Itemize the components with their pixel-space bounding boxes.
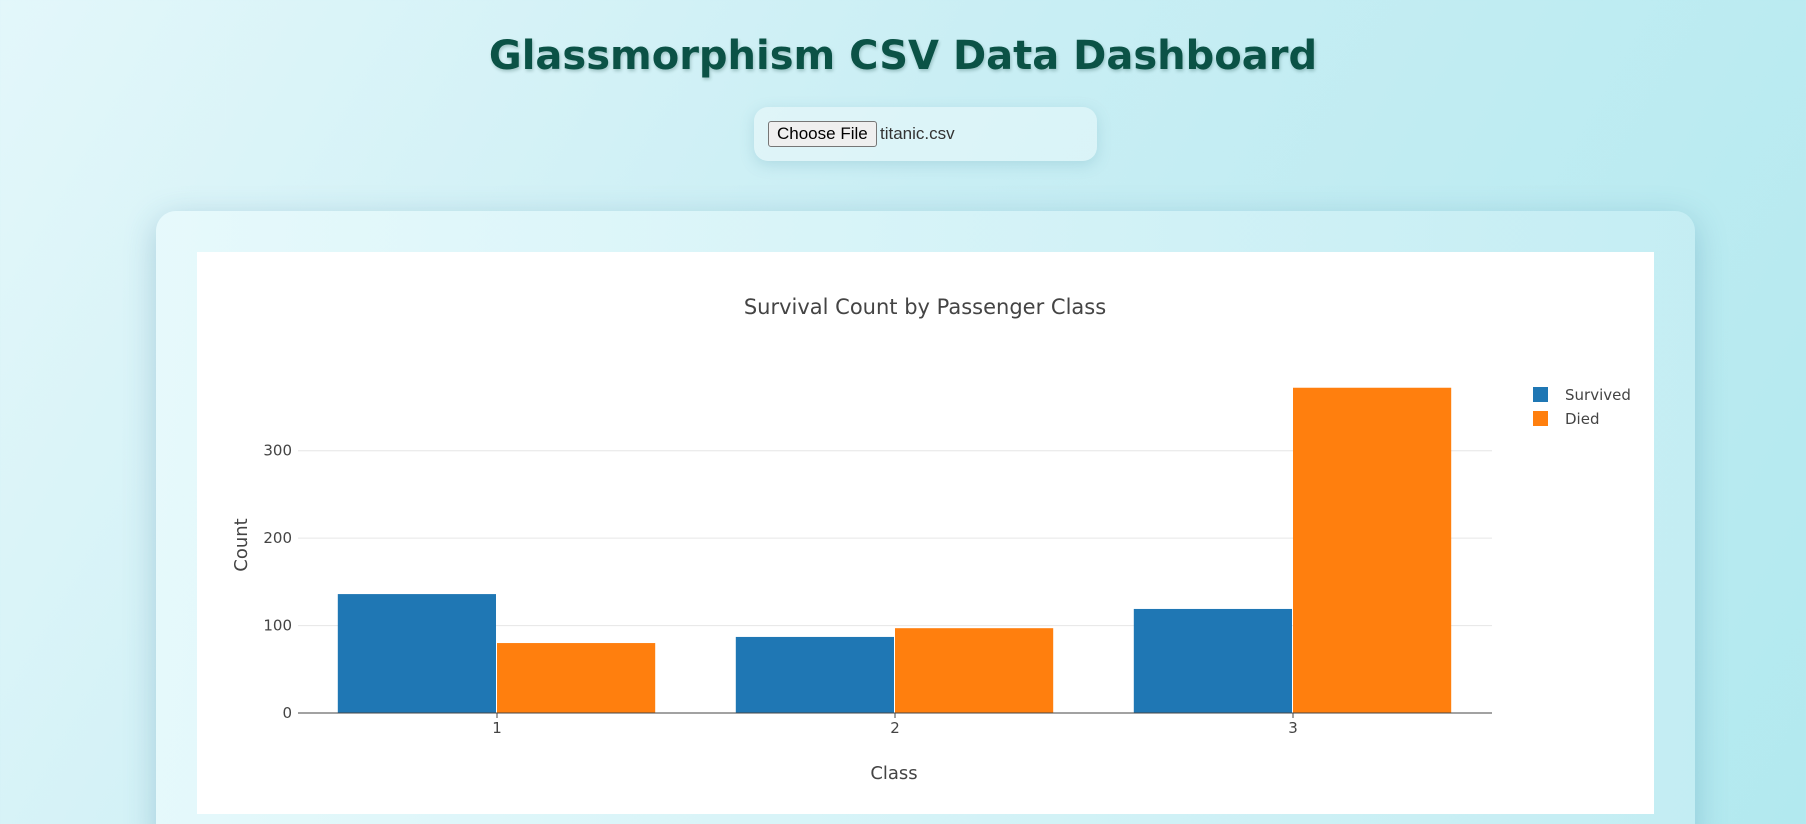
x-tick-label: 2 (890, 719, 900, 737)
y-tick-label: 300 (263, 442, 292, 460)
selected-file-name: titanic.csv (880, 124, 955, 143)
page-title: Glassmorphism CSV Data Dashboard (488, 33, 1318, 79)
bar-died-class-2[interactable] (895, 628, 1054, 713)
bar-survived-class-1[interactable] (337, 594, 496, 713)
bar-died-class-1[interactable] (497, 643, 656, 713)
y-tick-label: 200 (263, 529, 292, 547)
x-tick-labels: 1 2 3 (492, 713, 1298, 737)
bars (337, 387, 1452, 713)
chart-container: Survival Count by Passenger Class 0 100 20… (197, 252, 1654, 814)
bar-survived-class-3[interactable] (1133, 608, 1292, 713)
file-upload-panel: Choose File titanic.csv (754, 107, 1097, 161)
bar-died-class-3[interactable] (1293, 387, 1452, 713)
y-axis-title: Count (231, 518, 252, 571)
bar-survived-class-2[interactable] (735, 636, 894, 713)
x-axis-title: Class (870, 763, 917, 784)
chart-title: Survival Count by Passenger Class (744, 295, 1106, 319)
bar-chart: Survival Count by Passenger Class 010020… (231, 295, 1631, 784)
y-tick-label: 0 (282, 704, 292, 722)
legend-swatch-died[interactable] (1533, 411, 1548, 426)
legend-label-died[interactable]: Died (1565, 410, 1599, 428)
x-tick-label: 1 (492, 719, 502, 737)
y-tick-label: 100 (263, 617, 292, 635)
legend: Survived Died (1533, 386, 1631, 428)
y-tick-labels: 0 100 200 300 (263, 442, 292, 722)
choose-file-button[interactable]: Choose File (768, 121, 877, 147)
legend-label-survived[interactable]: Survived (1565, 386, 1631, 404)
x-tick-label: 3 (1288, 719, 1298, 737)
legend-swatch-survived[interactable] (1533, 387, 1548, 402)
